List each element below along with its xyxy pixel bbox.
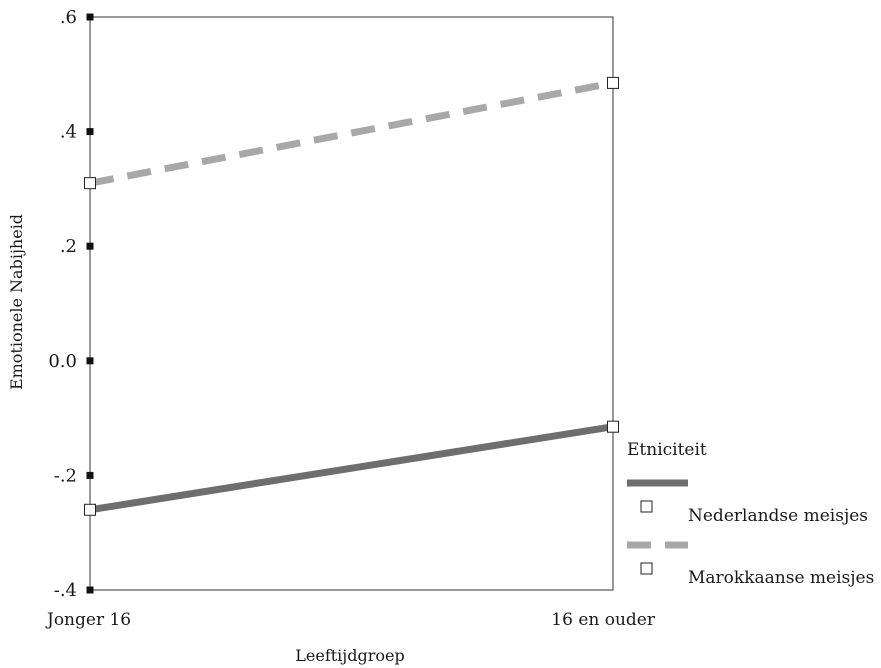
legend-marker (640, 562, 653, 575)
y-tick-label: .2 (60, 236, 77, 257)
legend-title: Etniciteit (627, 440, 707, 460)
series-line (89, 79, 614, 187)
x-axis: Jonger 16 16 en ouder (45, 610, 656, 630)
data-point-marker (84, 177, 96, 190)
y-tick-label: -.2 (54, 465, 77, 486)
legend-label: Marokkaanse meisjes (688, 568, 874, 588)
x-tick-label: Jonger 16 (45, 610, 131, 630)
legend-label: Nederlandse meisjes (688, 506, 868, 526)
x-tick-label: 16 en ouder (551, 610, 656, 630)
y-tick-label: 0.0 (48, 351, 77, 372)
legend: Etniciteit Nederlandse meisjes Marokkaans… (627, 440, 874, 588)
y-tick-mark (86, 128, 94, 136)
y-axis-title: Emotionele Nabijheid (7, 214, 26, 390)
plot-area (89, 16, 614, 591)
y-tick-mark (86, 357, 94, 365)
plot-border (89, 16, 614, 591)
series-lines (84, 76, 619, 516)
y-tick-mark (86, 13, 94, 21)
y-tick-mark (86, 586, 94, 594)
x-axis-title: Leeftijdgroep (295, 646, 404, 665)
y-tick-mark (86, 471, 94, 479)
y-tick-mark (86, 242, 94, 250)
y-axis: .6 .4 .2 0.0 -.2 -.4 (48, 7, 94, 601)
data-point-marker (607, 420, 619, 433)
y-tick-label: .4 (60, 122, 77, 143)
y-tick-label: -.4 (54, 580, 77, 601)
data-point-marker (84, 503, 96, 516)
y-tick-label: .6 (60, 7, 77, 28)
series-line (89, 423, 614, 514)
legend-marker (640, 500, 653, 513)
data-point-marker (607, 76, 619, 89)
